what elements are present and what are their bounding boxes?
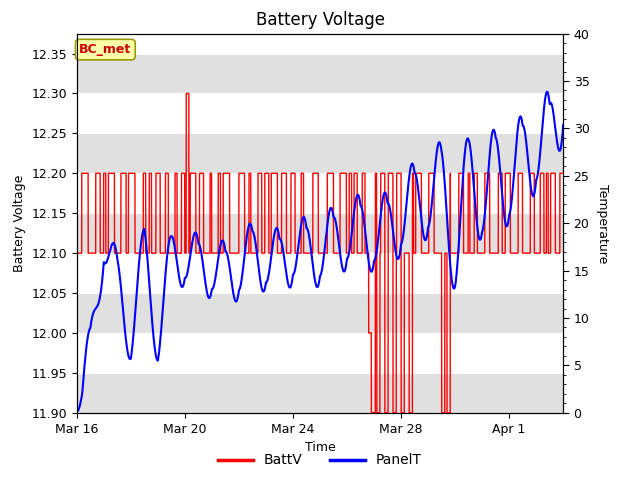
Bar [77,34,563,54]
Bar [77,293,563,333]
Y-axis label: Battery Voltage: Battery Voltage [13,175,26,272]
Title: Battery Voltage: Battery Voltage [255,11,385,29]
Y-axis label: Temperature: Temperature [596,183,609,263]
Bar [77,253,563,293]
Bar [77,54,563,94]
Bar [77,333,563,373]
Bar [77,94,563,133]
Text: BC_met: BC_met [79,43,131,56]
Legend: BattV, PanelT: BattV, PanelT [212,448,428,473]
Bar [77,133,563,173]
Bar [77,373,563,413]
X-axis label: Time: Time [305,441,335,454]
Bar [77,213,563,253]
Bar [77,173,563,213]
